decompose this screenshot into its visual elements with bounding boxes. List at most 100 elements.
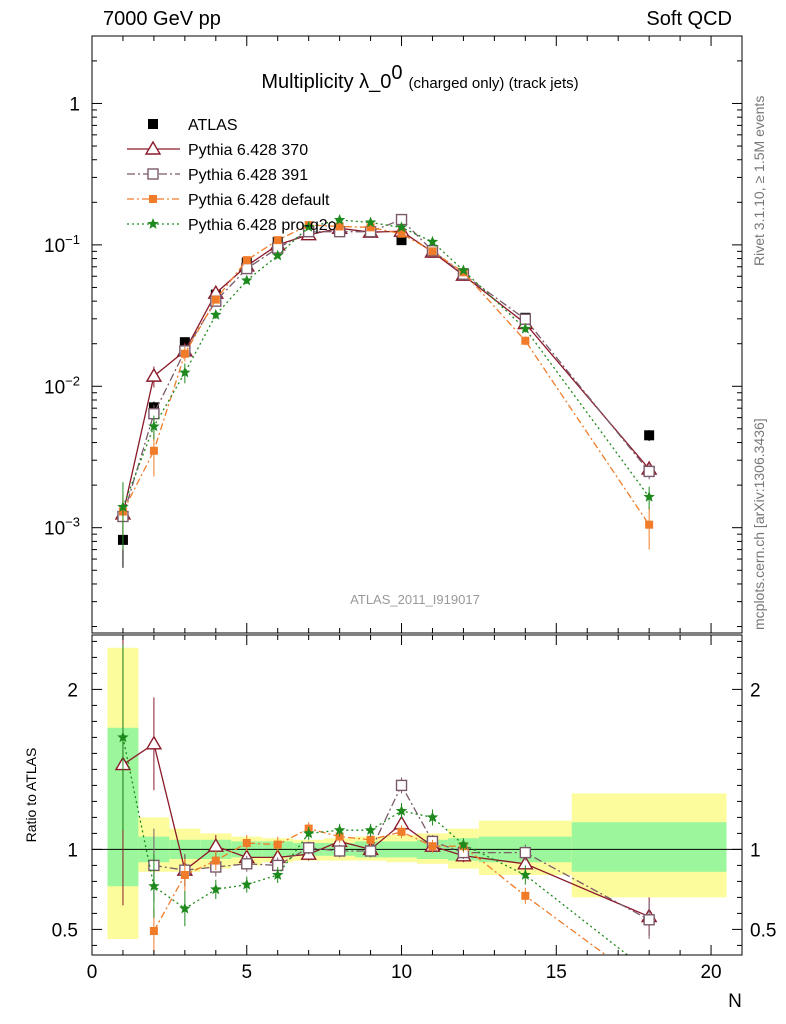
legend-label: Pythia 6.428 default bbox=[188, 192, 330, 209]
data-point bbox=[519, 313, 532, 325]
series-4 bbox=[117, 213, 655, 550]
data-point bbox=[302, 220, 315, 232]
data-point bbox=[395, 221, 408, 233]
data-point bbox=[396, 235, 407, 246]
header-right: Soft QCD bbox=[646, 8, 732, 30]
ratio-point bbox=[395, 805, 408, 816]
ratio-point bbox=[395, 779, 408, 792]
series-1 bbox=[114, 219, 658, 538]
ratio-point bbox=[428, 842, 437, 851]
data-point bbox=[519, 322, 532, 334]
ratio-point bbox=[241, 878, 253, 890]
ratio-point bbox=[117, 731, 129, 743]
data-point bbox=[272, 249, 284, 261]
y-tick-label: 10−3 bbox=[44, 515, 80, 540]
data-point bbox=[645, 520, 654, 529]
legend-label: Pythia 6.428 391 bbox=[188, 167, 308, 184]
series-line bbox=[122, 219, 650, 508]
x-tick-label: 5 bbox=[241, 962, 252, 983]
legend: ATLAS Pythia 6.428 370 Pythia 6.428 391 Pyt… bbox=[127, 117, 337, 234]
legend-label: Pythia 6.428 370 bbox=[188, 142, 308, 159]
series-line bbox=[122, 218, 650, 517]
ratio-point bbox=[149, 927, 158, 935]
ratio-point bbox=[211, 856, 220, 865]
ratio-y-tick-label-right: 2 bbox=[750, 680, 761, 701]
data-point bbox=[397, 229, 406, 238]
ratio-point bbox=[519, 869, 532, 880]
ratio-y-tick-label-right: 1 bbox=[750, 840, 761, 861]
data-point bbox=[179, 366, 191, 378]
data-point bbox=[428, 247, 437, 256]
ratio-point bbox=[242, 839, 251, 847]
data-point bbox=[149, 446, 158, 455]
data-point bbox=[210, 308, 222, 320]
data-point bbox=[179, 337, 190, 348]
data-point bbox=[457, 264, 470, 276]
ratio-point bbox=[364, 845, 377, 857]
ratio-band-stat bbox=[571, 822, 727, 872]
data-point bbox=[241, 274, 253, 286]
data-point bbox=[180, 349, 189, 358]
legend-label: Pythia 6.428 pro-q2o bbox=[188, 217, 337, 234]
ratio-point bbox=[521, 891, 530, 900]
ratio-point bbox=[643, 914, 655, 926]
series-0 bbox=[117, 226, 655, 568]
data-point bbox=[211, 295, 220, 304]
data-point bbox=[335, 222, 344, 231]
header-left: 7000 GeV pp bbox=[103, 8, 221, 30]
ratio-point bbox=[366, 835, 375, 844]
y-tick-label: 10−2 bbox=[44, 373, 80, 398]
data-point bbox=[521, 336, 530, 345]
ratio-point bbox=[364, 824, 377, 836]
series-line bbox=[122, 227, 650, 515]
data-point bbox=[117, 501, 129, 512]
ratio-y-tick-label: 1 bbox=[67, 840, 78, 861]
chart-title: Multiplicity λ_00 (charged only) (track j… bbox=[261, 62, 578, 93]
ratio-y-tick-label: 0.5 bbox=[52, 920, 78, 941]
ratio-y-tick-label-right: 0.5 bbox=[750, 920, 776, 941]
data-point bbox=[333, 213, 346, 225]
legend-marker bbox=[147, 218, 159, 229]
ratio-point bbox=[180, 871, 189, 879]
ratio-point bbox=[273, 840, 282, 849]
data-point bbox=[643, 490, 655, 502]
y-axis-label-ratio: Ratio to ATLAS bbox=[23, 748, 39, 843]
data-point bbox=[366, 223, 375, 232]
top-panel-frame bbox=[91, 35, 743, 634]
data-point bbox=[643, 465, 655, 478]
ratio-point bbox=[457, 838, 470, 850]
series-3 bbox=[118, 221, 654, 550]
ratio-point bbox=[302, 827, 315, 839]
data-point bbox=[364, 216, 377, 228]
ratio-panel-frame bbox=[91, 634, 743, 956]
legend-marker bbox=[144, 140, 162, 155]
ratio-point bbox=[302, 842, 315, 854]
legend-marker bbox=[149, 195, 157, 203]
data-point bbox=[145, 367, 163, 382]
y-tick-label: 10−1 bbox=[44, 232, 80, 257]
data-point bbox=[426, 235, 439, 247]
ratio-point bbox=[397, 827, 406, 836]
ratio-point bbox=[145, 735, 163, 750]
y-tick-label: 1 bbox=[69, 94, 80, 115]
ratio-y-tick-label: 2 bbox=[67, 680, 78, 701]
ratio-point bbox=[519, 846, 532, 859]
ratio-series-3 bbox=[117, 644, 628, 955]
ratio-point bbox=[241, 858, 253, 870]
x-tick-label: 15 bbox=[546, 962, 567, 983]
ratio-point bbox=[333, 824, 346, 836]
x-tick-label: 10 bbox=[391, 962, 412, 983]
x-axis-label: N bbox=[728, 991, 742, 1012]
data-point bbox=[148, 420, 160, 432]
x-tick-label: 20 bbox=[700, 962, 721, 983]
ratio-point bbox=[272, 869, 284, 880]
data-point bbox=[273, 236, 282, 245]
ratio-point bbox=[179, 902, 191, 914]
analysis-watermark: ATLAS_2011_I919017 bbox=[350, 592, 480, 607]
ratio-point bbox=[210, 883, 222, 895]
ratio-point bbox=[426, 811, 439, 823]
legend-marker bbox=[147, 168, 159, 180]
ratio-point bbox=[148, 880, 160, 892]
data-point bbox=[242, 256, 251, 265]
